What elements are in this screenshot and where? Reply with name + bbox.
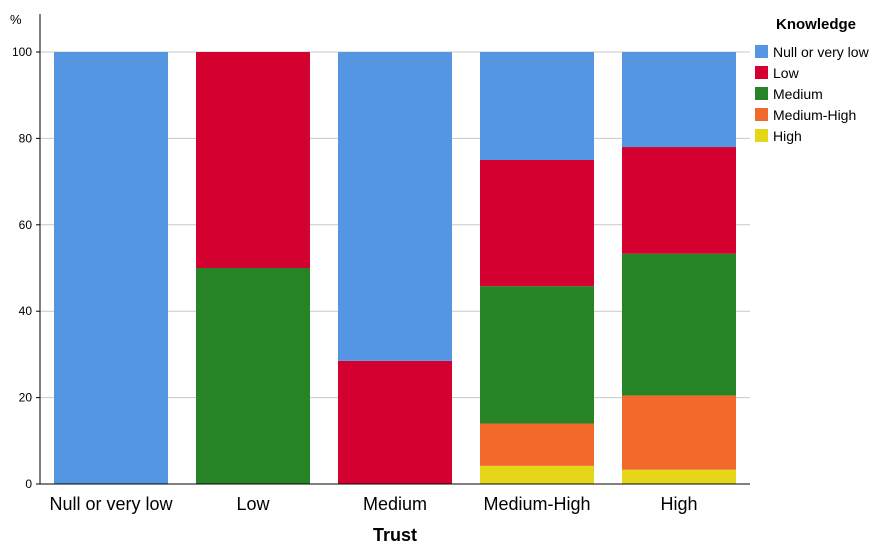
bar-segment-medium-null-or-very-low xyxy=(338,52,452,361)
x-axis-title: Trust xyxy=(373,525,417,545)
legend-swatch-low xyxy=(755,66,768,79)
legend-label-null-or-very-low: Null or very low xyxy=(773,44,870,60)
legend-swatch-null-or-very-low xyxy=(755,45,768,58)
legend-label-high: High xyxy=(773,128,802,144)
legend-label-medium: Medium xyxy=(773,86,823,102)
x-category-label: Medium-High xyxy=(483,494,590,514)
legend-swatch-medium-high xyxy=(755,108,768,121)
legend-swatch-high xyxy=(755,129,768,142)
bars xyxy=(54,52,736,484)
bar-segment-medium-high-low xyxy=(480,160,594,287)
bar-segment-high-medium xyxy=(622,253,736,396)
bar-segment-null-or-very-low-null-or-very-low xyxy=(54,52,168,484)
bar-segment-medium-high-medium-high xyxy=(480,423,594,466)
x-category-label: Low xyxy=(236,494,270,514)
bar-segment-medium-high-high xyxy=(480,465,594,484)
legend-swatch-medium xyxy=(755,87,768,100)
y-tick-labels: 0 20 40 60 80 100 xyxy=(12,45,40,491)
bar-segment-high-null-or-very-low xyxy=(622,52,736,148)
bar-segment-medium-high-medium xyxy=(480,286,594,424)
bar-segment-low-low xyxy=(196,52,310,268)
x-category-labels: Null or very low Low Medium Medium-High High xyxy=(49,494,697,514)
axes xyxy=(39,14,750,485)
legend-title: Knowledge xyxy=(776,16,856,33)
x-category-label: Medium xyxy=(363,494,427,514)
bar-segment-high-high xyxy=(622,469,736,484)
bar-segment-high-low xyxy=(622,147,736,254)
legend: Knowledge Null or very low Low Medium Mediu… xyxy=(755,16,870,144)
y-tick-label-60: 60 xyxy=(19,218,33,232)
y-tick-label-20: 20 xyxy=(19,391,33,405)
x-category-label: High xyxy=(660,494,697,514)
y-tick-label-80: 80 xyxy=(19,131,33,145)
y-axis-label: % xyxy=(10,12,22,27)
y-tick-label-100: 100 xyxy=(12,45,32,59)
legend-label-medium-high: Medium-High xyxy=(773,107,856,123)
bar-segment-medium-high-null-or-very-low xyxy=(480,52,594,160)
legend-label-low: Low xyxy=(773,65,800,81)
x-category-label: Null or very low xyxy=(49,494,173,514)
y-tick-label-40: 40 xyxy=(19,304,33,318)
bar-segment-low-medium xyxy=(196,268,310,484)
bar-segment-medium-low xyxy=(338,360,452,484)
y-tick-label-0: 0 xyxy=(25,477,32,491)
bar-segment-high-medium-high xyxy=(622,395,736,470)
